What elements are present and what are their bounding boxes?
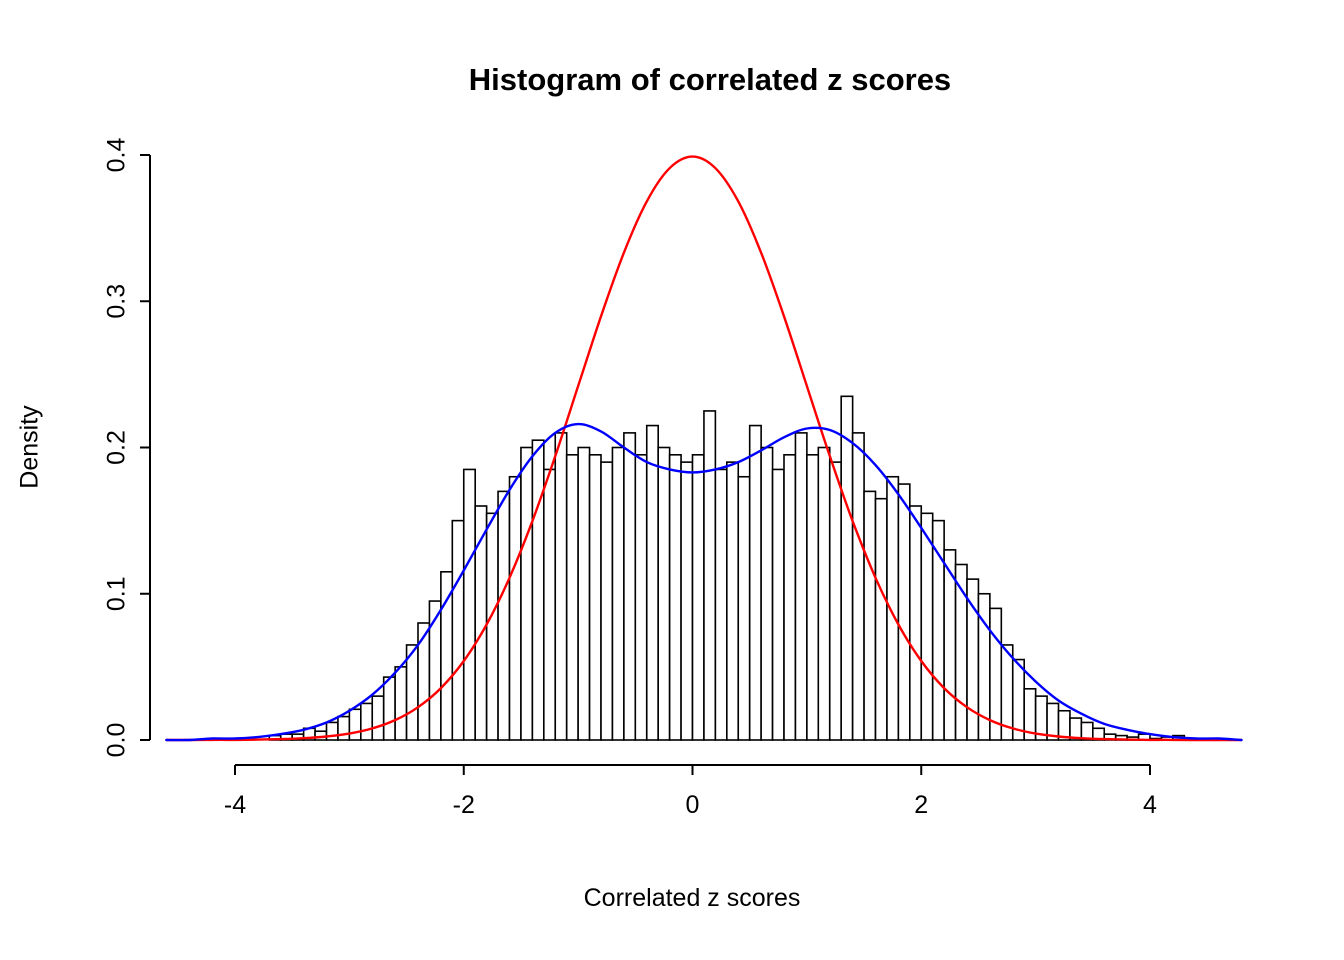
- histogram-bar: [440, 571, 454, 741]
- histogram-bar: [874, 497, 888, 741]
- y-tick-label: 0.3: [103, 284, 131, 319]
- histogram-bar: [828, 461, 842, 741]
- histogram-bar: [520, 446, 534, 741]
- histogram-bar: [863, 490, 877, 741]
- histogram-bar: [771, 468, 785, 741]
- histogram-bar: [554, 432, 568, 741]
- histogram-bar: [726, 461, 740, 741]
- histogram-bar: [508, 475, 522, 741]
- histogram-bar: [497, 490, 511, 741]
- histogram-bar: [577, 446, 591, 741]
- y-tick-label: 0.4: [103, 138, 131, 173]
- histogram-bar: [783, 454, 797, 741]
- histogram-bar: [451, 519, 465, 741]
- histogram-bar: [428, 600, 442, 741]
- y-axis-label: Density: [15, 405, 44, 489]
- histogram-bar: [623, 432, 637, 741]
- kernel-density-estimate-curve: [165, 422, 1243, 742]
- histogram-bar: [897, 483, 911, 741]
- chart-title: Histogram of correlated z scores: [468, 62, 952, 97]
- histogram-bar: [600, 461, 614, 741]
- histogram-bar: [348, 708, 362, 741]
- histogram-bar: [760, 446, 774, 741]
- x-tick-label: 2: [914, 791, 928, 819]
- histogram-bar: [748, 424, 762, 741]
- x-axis-label: Correlated z scores: [583, 884, 801, 912]
- histogram-bar: [634, 454, 648, 741]
- histogram-bar: [531, 439, 545, 741]
- histogram-bar: [703, 410, 717, 741]
- histogram-bar: [371, 695, 385, 741]
- histogram-bar: [714, 468, 728, 741]
- histogram-bar: [966, 578, 980, 741]
- histogram-bar: [382, 676, 396, 741]
- histogram-bar: [840, 395, 854, 741]
- y-tick-label: 0.0: [103, 723, 131, 758]
- histogram-bar: [462, 468, 476, 741]
- histogram-bar: [657, 446, 671, 741]
- histogram-bar: [691, 454, 705, 741]
- standard-normal-density-curve: [165, 155, 1243, 742]
- histogram-bar: [360, 702, 374, 741]
- x-tick-label: -2: [453, 791, 475, 819]
- histogram-bar: [565, 454, 579, 741]
- histogram-bar: [668, 454, 682, 741]
- x-tick-label: 4: [1143, 791, 1157, 819]
- histogram-bar: [588, 454, 602, 741]
- histogram-bar: [920, 512, 934, 741]
- histogram-bar: [611, 446, 625, 741]
- y-tick-label: 0.1: [103, 576, 131, 611]
- x-tick-label: -4: [224, 791, 246, 819]
- histogram-bar: [794, 432, 808, 741]
- histogram-bar: [737, 475, 751, 741]
- histogram-bar: [909, 505, 923, 741]
- histogram-bar: [485, 512, 499, 741]
- histogram-bar: [817, 446, 831, 741]
- histogram-bar: [394, 666, 408, 741]
- y-tick-label: 0.2: [103, 430, 131, 465]
- histogram-bar: [645, 424, 659, 741]
- histogram-bar: [337, 715, 351, 741]
- histogram-bar: [680, 461, 694, 741]
- histogram-bar: [543, 468, 557, 741]
- histogram-bar: [851, 432, 865, 741]
- histogram-bar: [806, 454, 820, 741]
- x-tick-label: 0: [686, 791, 700, 819]
